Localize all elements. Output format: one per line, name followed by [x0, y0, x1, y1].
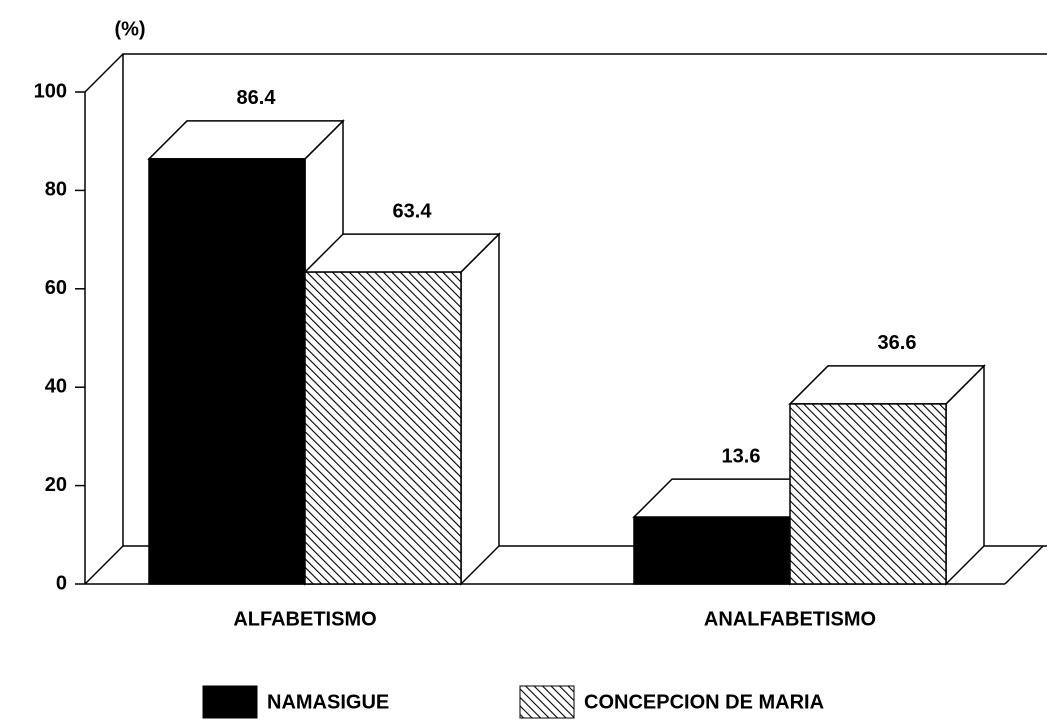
y-tick-label: 60 [45, 277, 67, 299]
x-tick-label: ALFABETISMO [233, 608, 376, 630]
x-tick-label: ANALFABETISMO [704, 608, 876, 630]
value-label: 63.4 [393, 200, 433, 222]
legend-swatch [202, 685, 258, 719]
value-label: 13.6 [722, 445, 761, 467]
legend-label: NAMASIGUE [267, 691, 389, 713]
y-tick-label: 80 [45, 179, 67, 201]
depth-line [84, 53, 124, 93]
y-axis-label: (%) [114, 18, 145, 40]
bar [304, 271, 462, 585]
value-label: 86.4 [237, 87, 277, 109]
floor-right [1004, 545, 1044, 585]
bar [633, 516, 791, 585]
y-tick-label: 100 [34, 80, 67, 102]
depth-line [84, 545, 124, 585]
y-tick-label: 40 [45, 375, 67, 397]
y-tick-label: 0 [56, 572, 67, 594]
legend-label: CONCEPCION DE MARIA [584, 691, 824, 713]
legend-swatch [519, 685, 575, 719]
bar-side [460, 232, 500, 586]
y-tick-label: 20 [45, 474, 67, 496]
value-label: 36.6 [878, 332, 917, 354]
bar [148, 158, 306, 585]
bar [789, 403, 947, 585]
